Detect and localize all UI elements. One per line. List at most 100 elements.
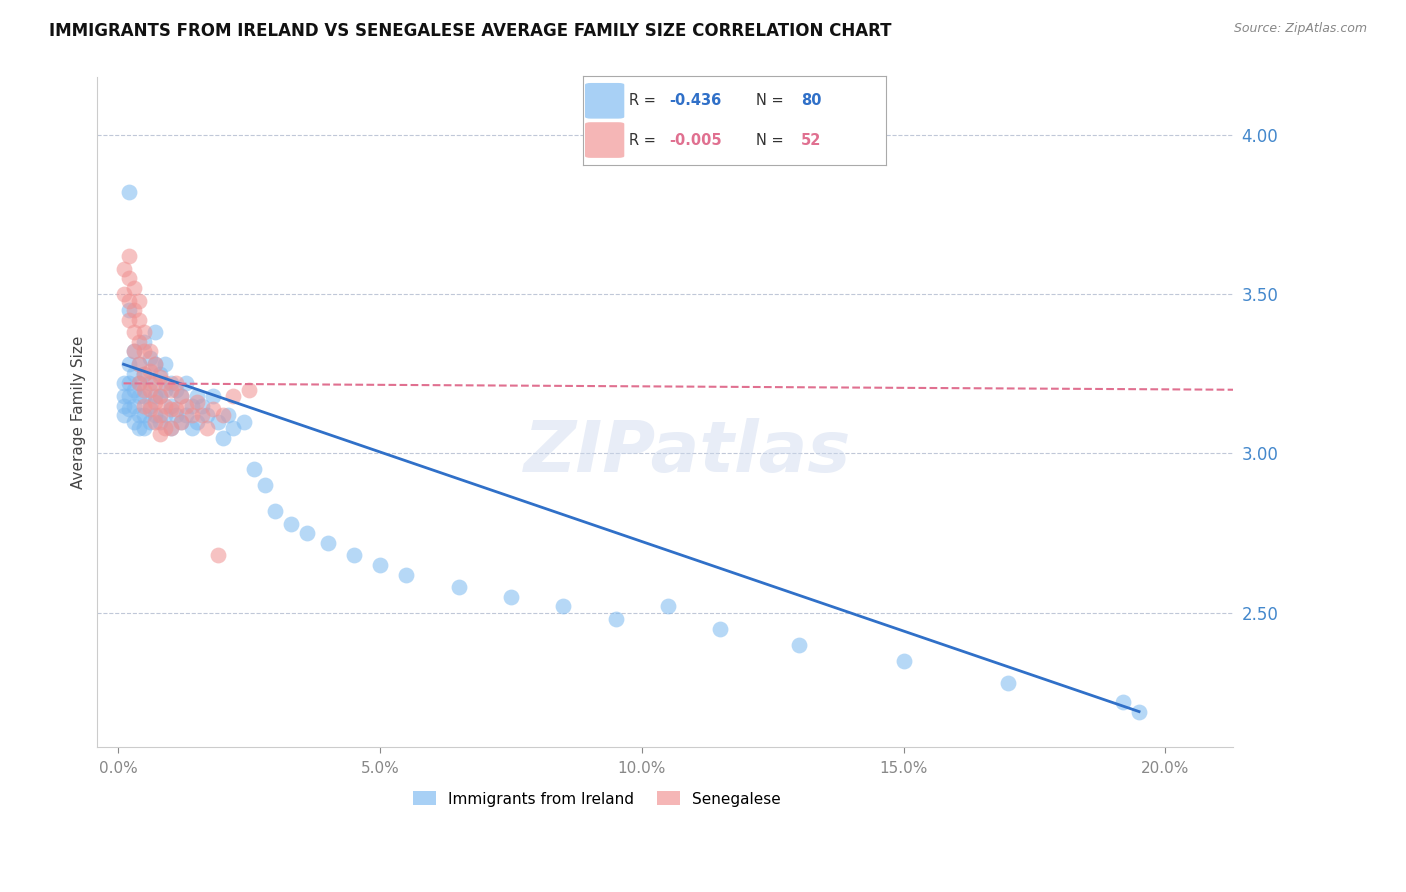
Point bbox=[243, 462, 266, 476]
Point bbox=[343, 549, 366, 563]
Point bbox=[143, 326, 166, 340]
Point bbox=[118, 357, 141, 371]
Point bbox=[122, 303, 145, 318]
Point bbox=[122, 367, 145, 381]
Point bbox=[186, 415, 208, 429]
Point bbox=[143, 376, 166, 391]
Point bbox=[134, 334, 156, 349]
Point bbox=[143, 389, 166, 403]
Point bbox=[134, 383, 156, 397]
Point bbox=[605, 612, 627, 626]
Point bbox=[138, 401, 160, 416]
Point bbox=[149, 370, 172, 384]
Y-axis label: Average Family Size: Average Family Size bbox=[72, 335, 86, 489]
Text: -0.005: -0.005 bbox=[669, 133, 723, 147]
Text: -0.436: -0.436 bbox=[669, 94, 721, 108]
Point bbox=[118, 389, 141, 403]
Point bbox=[118, 312, 141, 326]
Point bbox=[395, 567, 418, 582]
Point bbox=[1112, 695, 1135, 709]
Point bbox=[195, 409, 218, 423]
Point bbox=[709, 622, 731, 636]
Point bbox=[212, 409, 235, 423]
Point bbox=[201, 401, 224, 416]
Point bbox=[186, 395, 208, 409]
Point bbox=[165, 376, 187, 391]
Point bbox=[997, 676, 1019, 690]
Point bbox=[118, 249, 141, 263]
Point bbox=[138, 351, 160, 365]
Text: ZIPatlas: ZIPatlas bbox=[524, 417, 852, 487]
Point bbox=[134, 367, 156, 381]
Point bbox=[138, 383, 160, 397]
Point bbox=[138, 363, 160, 377]
Point bbox=[143, 395, 166, 409]
Point bbox=[112, 261, 135, 276]
Point bbox=[222, 389, 245, 403]
Point bbox=[170, 389, 193, 403]
Point bbox=[170, 389, 193, 403]
Text: N =: N = bbox=[756, 94, 783, 108]
Point bbox=[128, 357, 150, 371]
Point bbox=[295, 526, 318, 541]
Text: 52: 52 bbox=[801, 133, 821, 147]
Point bbox=[280, 516, 302, 531]
Point bbox=[180, 399, 202, 413]
Point bbox=[159, 399, 181, 413]
Point bbox=[207, 415, 229, 429]
Point bbox=[128, 376, 150, 391]
Point bbox=[316, 535, 339, 549]
Text: 80: 80 bbox=[801, 94, 821, 108]
Point bbox=[191, 399, 214, 413]
Point bbox=[128, 409, 150, 423]
Point bbox=[128, 357, 150, 371]
Point bbox=[191, 409, 214, 423]
Text: R =: R = bbox=[628, 94, 655, 108]
Point bbox=[128, 376, 150, 391]
Point bbox=[118, 401, 141, 416]
Point bbox=[134, 389, 156, 403]
Point bbox=[253, 478, 276, 492]
Point bbox=[122, 344, 145, 359]
Point bbox=[118, 293, 141, 308]
Point bbox=[176, 399, 198, 413]
Point bbox=[165, 401, 187, 416]
Point bbox=[112, 399, 135, 413]
Point bbox=[447, 580, 470, 594]
Point bbox=[180, 421, 202, 435]
Point bbox=[238, 383, 260, 397]
Point bbox=[134, 409, 156, 423]
Point bbox=[118, 376, 141, 391]
Point bbox=[138, 344, 160, 359]
Point bbox=[176, 409, 198, 423]
Point bbox=[217, 409, 239, 423]
Point bbox=[159, 376, 181, 391]
Point bbox=[112, 376, 135, 391]
Point bbox=[134, 421, 156, 435]
Point bbox=[1128, 705, 1150, 719]
Point bbox=[159, 401, 181, 416]
Point bbox=[264, 504, 287, 518]
Point bbox=[149, 367, 172, 381]
FancyBboxPatch shape bbox=[585, 122, 624, 158]
Point bbox=[176, 376, 198, 391]
Legend: Immigrants from Ireland, Senegalese: Immigrants from Ireland, Senegalese bbox=[408, 785, 787, 813]
Point bbox=[195, 421, 218, 435]
Point bbox=[207, 549, 229, 563]
Point bbox=[155, 357, 177, 371]
Point bbox=[155, 383, 177, 397]
Point bbox=[222, 421, 245, 435]
Point bbox=[128, 312, 150, 326]
Point bbox=[165, 383, 187, 397]
Point bbox=[232, 415, 254, 429]
Point bbox=[128, 389, 150, 403]
Point bbox=[112, 287, 135, 301]
Point bbox=[138, 415, 160, 429]
Point bbox=[155, 421, 177, 435]
Point bbox=[122, 399, 145, 413]
Point bbox=[143, 415, 166, 429]
Point bbox=[118, 303, 141, 318]
Point bbox=[159, 383, 181, 397]
Point bbox=[122, 281, 145, 295]
Point bbox=[893, 654, 915, 668]
